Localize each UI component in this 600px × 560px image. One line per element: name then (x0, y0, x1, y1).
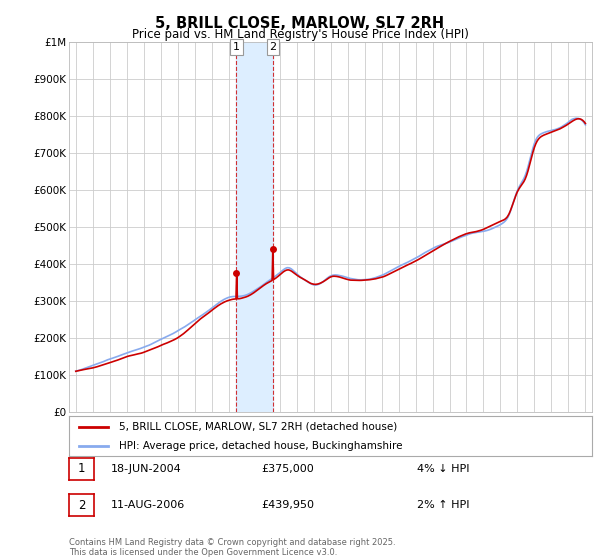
Text: 5, BRILL CLOSE, MARLOW, SL7 2RH (detached house): 5, BRILL CLOSE, MARLOW, SL7 2RH (detache… (119, 422, 397, 432)
Text: £439,950: £439,950 (261, 500, 314, 510)
Text: Price paid vs. HM Land Registry's House Price Index (HPI): Price paid vs. HM Land Registry's House … (131, 28, 469, 41)
Text: 2% ↑ HPI: 2% ↑ HPI (417, 500, 469, 510)
Text: 11-AUG-2006: 11-AUG-2006 (111, 500, 185, 510)
Text: 1: 1 (78, 462, 85, 475)
Text: 2: 2 (78, 498, 85, 512)
Bar (236, 42, 273, 412)
Text: £375,000: £375,000 (261, 464, 314, 474)
Text: 5, BRILL CLOSE, MARLOW, SL7 2RH: 5, BRILL CLOSE, MARLOW, SL7 2RH (155, 16, 445, 31)
Text: 1: 1 (233, 42, 240, 52)
Text: HPI: Average price, detached house, Buckinghamshire: HPI: Average price, detached house, Buck… (119, 441, 402, 450)
Text: 18-JUN-2004: 18-JUN-2004 (111, 464, 182, 474)
Text: Contains HM Land Registry data © Crown copyright and database right 2025.
This d: Contains HM Land Registry data © Crown c… (69, 538, 395, 557)
Text: 2: 2 (269, 42, 277, 52)
Text: 4% ↓ HPI: 4% ↓ HPI (417, 464, 469, 474)
